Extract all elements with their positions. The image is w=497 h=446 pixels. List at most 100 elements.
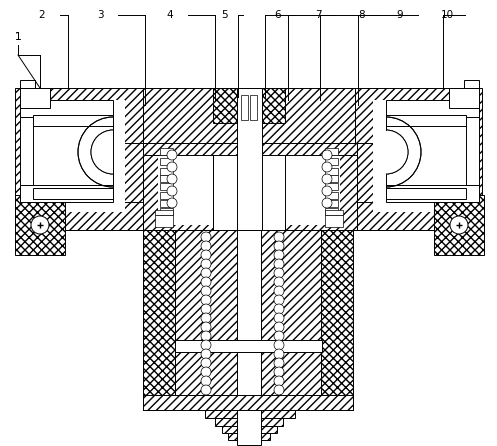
Bar: [250, 95, 257, 120]
Bar: [158, 148, 213, 225]
Bar: [160, 192, 173, 199]
Bar: [325, 148, 338, 155]
Circle shape: [274, 367, 284, 377]
Bar: [325, 183, 338, 190]
Circle shape: [274, 241, 284, 251]
Bar: [143, 230, 175, 410]
Bar: [15, 195, 65, 255]
Wedge shape: [386, 130, 408, 174]
Bar: [285, 143, 357, 230]
Text: 7: 7: [315, 10, 322, 20]
Circle shape: [274, 250, 284, 260]
Bar: [325, 175, 338, 182]
Bar: [33, 188, 113, 199]
Bar: [175, 340, 322, 352]
Bar: [373, 100, 478, 212]
Circle shape: [201, 349, 211, 359]
Circle shape: [201, 313, 211, 323]
Bar: [160, 200, 173, 207]
Text: 8: 8: [359, 10, 365, 20]
Bar: [160, 175, 173, 182]
Circle shape: [274, 385, 284, 395]
Bar: [143, 143, 213, 230]
Text: 2: 2: [39, 10, 45, 20]
Circle shape: [274, 358, 284, 368]
Text: 4: 4: [166, 10, 173, 20]
Circle shape: [201, 331, 211, 341]
Bar: [386, 115, 466, 126]
Circle shape: [201, 385, 211, 395]
Text: 9: 9: [397, 10, 403, 20]
Circle shape: [201, 250, 211, 260]
Circle shape: [201, 340, 211, 350]
Circle shape: [201, 268, 211, 278]
Bar: [205, 410, 295, 418]
Circle shape: [201, 277, 211, 287]
Bar: [241, 95, 248, 120]
Text: 1: 1: [15, 32, 21, 42]
Bar: [325, 215, 343, 227]
Text: 10: 10: [440, 10, 454, 20]
Bar: [325, 192, 338, 199]
Bar: [434, 195, 484, 255]
Circle shape: [274, 304, 284, 314]
Circle shape: [201, 358, 211, 368]
Bar: [143, 395, 353, 410]
Wedge shape: [91, 130, 113, 174]
Circle shape: [450, 216, 468, 234]
Bar: [20, 100, 113, 117]
Bar: [386, 185, 479, 202]
Bar: [155, 215, 173, 227]
Bar: [15, 88, 143, 230]
Bar: [464, 80, 479, 88]
Bar: [261, 143, 357, 155]
Circle shape: [201, 376, 211, 386]
Circle shape: [31, 216, 49, 234]
Bar: [325, 168, 338, 175]
Bar: [466, 117, 479, 185]
Bar: [237, 88, 262, 230]
Bar: [143, 230, 353, 410]
Bar: [222, 426, 277, 433]
Circle shape: [201, 286, 211, 296]
Circle shape: [201, 304, 211, 314]
Circle shape: [274, 259, 284, 269]
Bar: [160, 148, 173, 155]
Bar: [355, 88, 482, 230]
Bar: [325, 208, 338, 215]
Circle shape: [322, 174, 332, 184]
Bar: [20, 117, 33, 185]
Bar: [261, 230, 321, 410]
Circle shape: [274, 277, 284, 287]
Bar: [143, 143, 237, 155]
Bar: [215, 418, 283, 426]
Bar: [33, 115, 113, 126]
Circle shape: [274, 313, 284, 323]
Circle shape: [322, 162, 332, 172]
Text: 6: 6: [275, 10, 281, 20]
Circle shape: [274, 349, 284, 359]
Bar: [143, 88, 355, 143]
Circle shape: [201, 259, 211, 269]
Bar: [237, 410, 261, 445]
Circle shape: [201, 322, 211, 332]
Circle shape: [167, 150, 177, 160]
Circle shape: [274, 331, 284, 341]
Bar: [160, 183, 173, 190]
Bar: [20, 100, 125, 212]
Bar: [386, 100, 479, 117]
Bar: [228, 433, 270, 440]
Bar: [449, 88, 479, 108]
Circle shape: [167, 162, 177, 172]
Bar: [160, 208, 173, 215]
Bar: [285, 148, 340, 225]
Bar: [160, 168, 173, 175]
Circle shape: [167, 198, 177, 208]
Bar: [325, 210, 343, 215]
Bar: [155, 210, 173, 215]
Bar: [237, 230, 261, 410]
Wedge shape: [386, 117, 421, 187]
Circle shape: [201, 232, 211, 242]
Bar: [213, 88, 285, 123]
Bar: [175, 230, 237, 410]
